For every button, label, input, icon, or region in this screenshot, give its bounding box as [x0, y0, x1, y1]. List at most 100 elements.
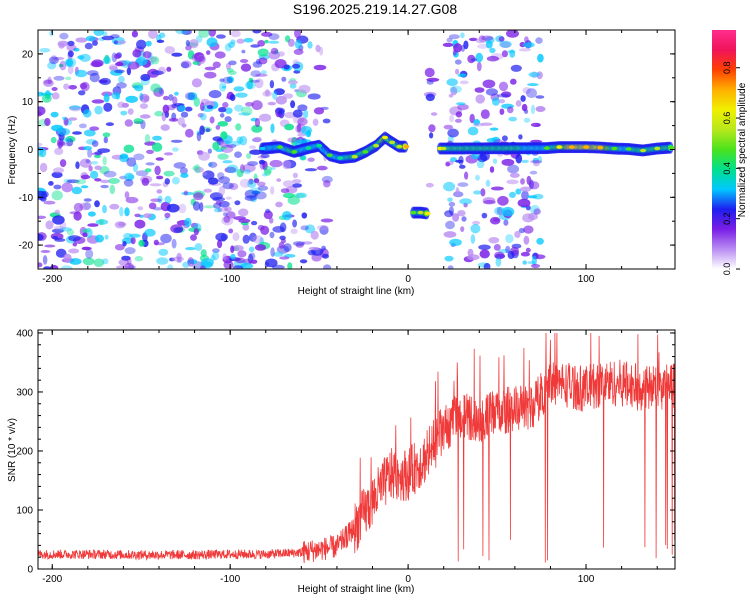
- spectrogram-x-ticks: -200 -100 0 100: [42, 30, 658, 285]
- noise-blob: [194, 166, 204, 173]
- noise-blob: [530, 122, 541, 127]
- noise-blob: [212, 251, 220, 261]
- noise-blob: [270, 47, 279, 55]
- noise-blob: [264, 39, 269, 44]
- noise-blob: [154, 165, 161, 176]
- signal-point: [396, 144, 403, 149]
- noise-blob: [230, 39, 236, 45]
- noise-blob: [73, 202, 84, 212]
- noise-blob: [283, 243, 292, 252]
- noise-blob: [91, 160, 99, 165]
- noise-blob: [499, 40, 512, 48]
- noise-blob: [52, 236, 58, 240]
- noise-blob: [509, 172, 520, 178]
- noise-blob: [163, 170, 175, 177]
- noise-blob: [460, 226, 465, 233]
- noise-blob: [180, 60, 192, 69]
- noise-blob: [313, 64, 327, 71]
- noise-blob: [61, 182, 73, 193]
- noise-blob: [223, 212, 228, 217]
- noise-blob: [105, 122, 114, 127]
- noise-blob: [94, 178, 102, 182]
- noise-blob: [222, 160, 233, 164]
- noise-blob: [196, 55, 206, 63]
- noise-blob: [135, 170, 149, 177]
- y-tick-label: 20: [22, 49, 34, 60]
- noise-blob: [59, 159, 67, 168]
- snr-x-ticks: -200 -100 0 100: [42, 330, 658, 585]
- noise-blob: [304, 168, 317, 172]
- signal-point: [640, 148, 646, 153]
- noise-blob: [119, 154, 129, 163]
- signal-point: [362, 150, 369, 154]
- noise-blob: [225, 196, 232, 200]
- noise-blob: [277, 51, 285, 57]
- noise-blob: [167, 264, 174, 269]
- noise-blob: [228, 60, 237, 66]
- noise-blob: [51, 92, 60, 100]
- signal-point: [583, 145, 589, 149]
- noise-blob: [134, 84, 144, 92]
- signal-point: [277, 145, 283, 149]
- noise-blob: [180, 173, 189, 178]
- noise-blob: [269, 231, 275, 239]
- noise-blob: [199, 202, 204, 212]
- noise-blob: [217, 121, 229, 127]
- noise-blob: [449, 85, 462, 94]
- noise-blob: [217, 207, 223, 213]
- noise-blob: [45, 220, 54, 230]
- noise-blob: [515, 188, 522, 195]
- noise-blob: [152, 135, 163, 141]
- noise-blob: [235, 92, 248, 98]
- noise-blob: [316, 165, 328, 171]
- noise-blob: [203, 188, 213, 193]
- noise-blob: [490, 186, 504, 191]
- noise-blob: [69, 106, 82, 112]
- noise-blobs: [38, 30, 546, 269]
- noise-blob: [51, 228, 64, 234]
- signal-point: [373, 143, 380, 148]
- noise-blob: [132, 49, 142, 58]
- noise-blob: [254, 78, 264, 89]
- noise-blob: [158, 32, 166, 39]
- noise-blob: [190, 222, 199, 229]
- noise-blob: [150, 83, 161, 93]
- noise-blob: [257, 185, 269, 191]
- noise-blob: [234, 104, 244, 112]
- noise-blob: [507, 164, 520, 174]
- noise-blob: [100, 179, 110, 184]
- noise-blob: [241, 106, 253, 116]
- signal-point: [291, 150, 298, 154]
- noise-blob: [38, 142, 43, 147]
- noise-blob: [212, 197, 225, 202]
- noise-blob: [242, 163, 256, 173]
- noise-blob: [518, 134, 523, 140]
- noise-blob: [506, 30, 519, 38]
- noise-blob: [226, 68, 234, 73]
- noise-blob: [307, 93, 321, 100]
- noise-blob: [104, 234, 109, 240]
- noise-blob: [253, 178, 260, 184]
- noise-blob: [171, 238, 177, 249]
- noise-blob: [322, 253, 329, 259]
- noise-blob: [323, 264, 332, 269]
- noise-blob: [459, 198, 472, 205]
- noise-blob: [145, 40, 152, 47]
- noise-blob: [77, 55, 85, 60]
- noise-blob: [278, 241, 285, 249]
- noise-blob: [54, 209, 60, 215]
- noise-blob: [173, 227, 183, 233]
- noise-blob: [234, 200, 241, 206]
- noise-blob: [251, 220, 258, 226]
- noise-blob: [275, 201, 283, 208]
- noise-blob: [138, 239, 145, 247]
- noise-blob: [78, 90, 86, 96]
- signal-point: [403, 144, 410, 149]
- noise-blob: [215, 124, 221, 130]
- noise-blob: [199, 125, 205, 135]
- noise-blob: [67, 40, 75, 47]
- noise-blob: [139, 92, 144, 101]
- noise-blob: [499, 108, 505, 115]
- noise-blob: [207, 177, 219, 185]
- noise-blob: [426, 80, 434, 85]
